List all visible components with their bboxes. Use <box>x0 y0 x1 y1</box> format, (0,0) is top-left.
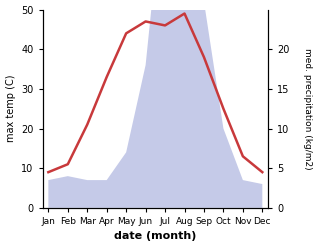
Y-axis label: med. precipitation (kg/m2): med. precipitation (kg/m2) <box>303 48 313 169</box>
Y-axis label: max temp (C): max temp (C) <box>5 75 16 143</box>
X-axis label: date (month): date (month) <box>114 231 197 242</box>
